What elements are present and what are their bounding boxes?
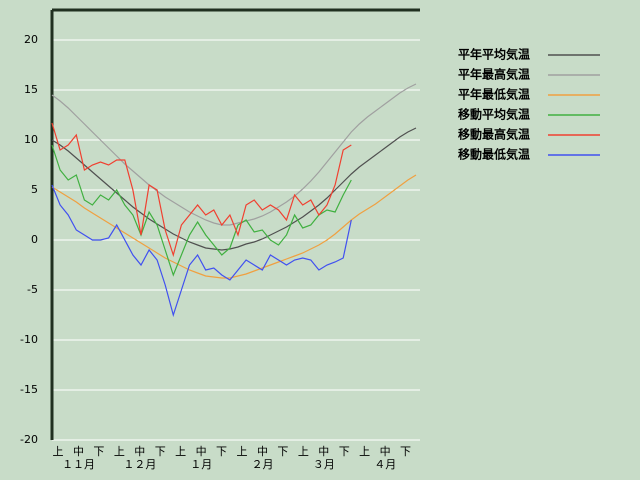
legend-label: 移動最高気温 — [458, 127, 530, 142]
series-line — [51, 174, 417, 279]
month-label: ４月 — [374, 458, 396, 471]
x-tick-label: 上 — [237, 445, 248, 458]
x-tick-label: 下 — [155, 445, 166, 458]
series-line — [51, 122, 352, 258]
x-tick-label: 中 — [134, 445, 145, 458]
y-tick-label: 0 — [31, 233, 38, 246]
legend-label: 移動最低気温 — [458, 147, 530, 162]
x-tick-label: 上 — [175, 445, 186, 458]
x-tick-label: 中 — [73, 445, 84, 458]
x-tick-label: 中 — [318, 445, 329, 458]
x-tick-label: 中 — [196, 445, 207, 458]
y-tick-label: 10 — [24, 133, 38, 146]
y-tick-label: -5 — [27, 283, 38, 296]
y-tick-label: 15 — [24, 83, 38, 96]
x-tick-label: 下 — [400, 445, 411, 458]
x-tick-label: 上 — [298, 445, 309, 458]
y-tick-label: -20 — [20, 433, 38, 446]
x-tick-label: 上 — [53, 445, 64, 458]
legend-label: 平年平均気温 — [458, 47, 530, 62]
series-line — [51, 184, 352, 318]
month-label: １２月 — [123, 458, 156, 471]
x-tick-label: 下 — [277, 445, 288, 458]
y-tick-label: 5 — [31, 183, 38, 196]
x-tick-label: 中 — [380, 445, 391, 458]
series-line — [51, 144, 352, 277]
legend-label: 移動平均気温 — [458, 107, 530, 122]
x-tick-label: 中 — [257, 445, 268, 458]
x-tick-label: 上 — [359, 445, 370, 458]
month-label: １月 — [190, 458, 212, 471]
x-tick-label: 下 — [339, 445, 350, 458]
legend-label: 平年最低気温 — [458, 87, 530, 102]
y-tick-label: 20 — [24, 33, 38, 46]
x-tick-label: 下 — [93, 445, 104, 458]
y-tick-label: -15 — [20, 383, 38, 396]
month-label: ２月 — [252, 458, 274, 471]
month-label: １１月 — [62, 458, 95, 471]
legend-label: 平年最高気温 — [458, 67, 530, 82]
month-label: ３月 — [313, 458, 335, 471]
series-line — [51, 127, 417, 251]
y-tick-label: -10 — [20, 333, 38, 346]
x-tick-label: 上 — [114, 445, 125, 458]
x-tick-label: 下 — [216, 445, 227, 458]
